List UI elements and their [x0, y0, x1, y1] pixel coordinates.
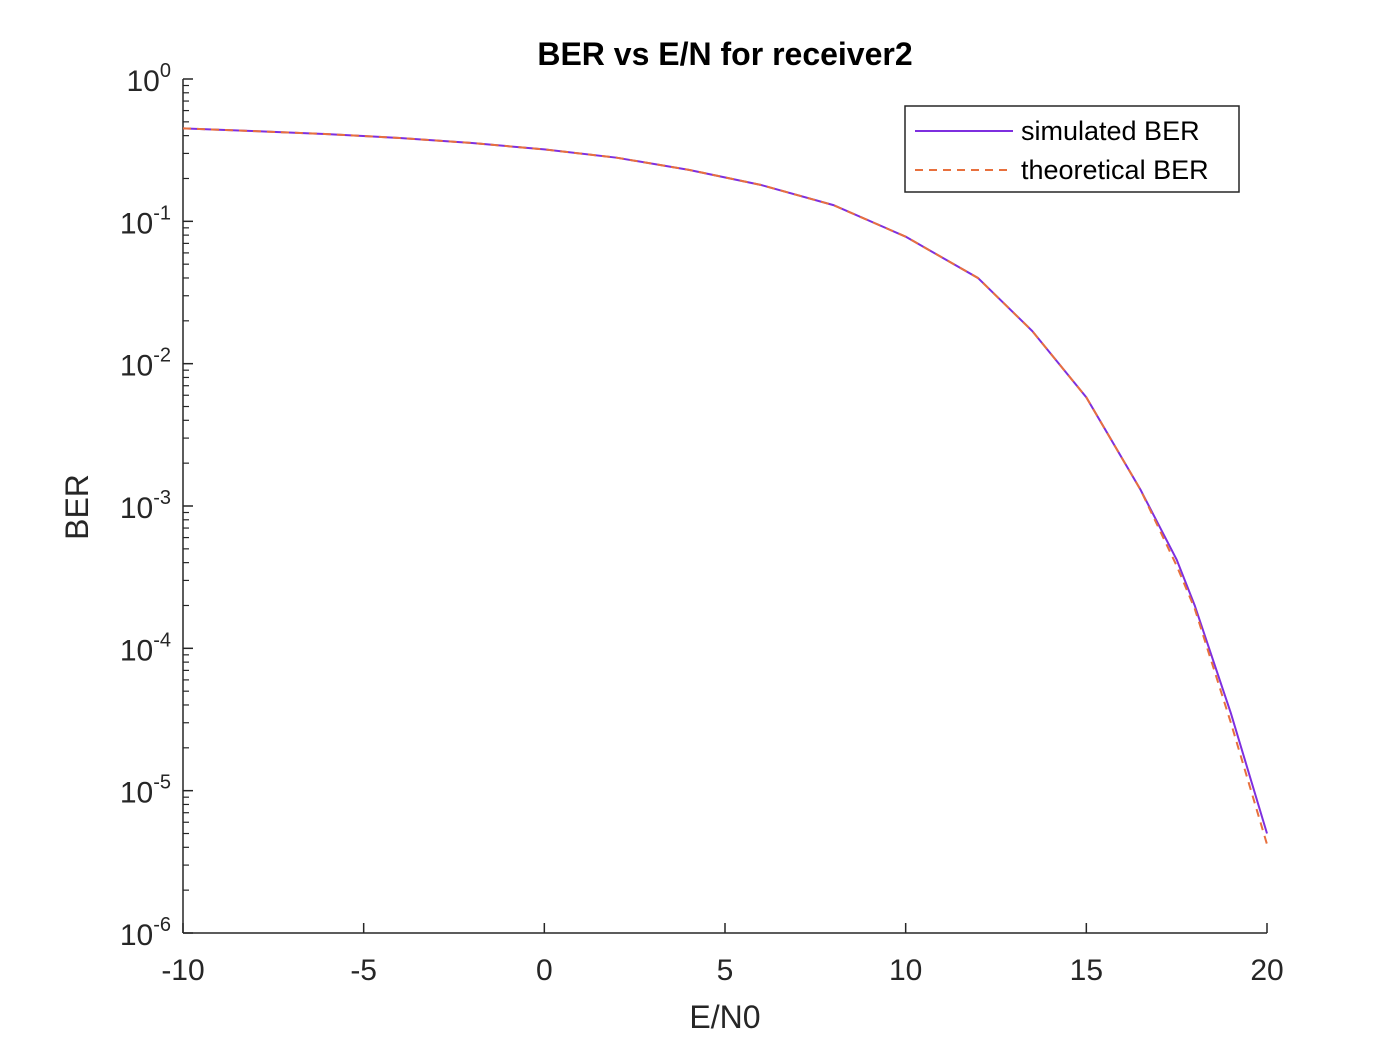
- x-tick-label: 5: [717, 954, 734, 987]
- x-tick-label: 10: [889, 954, 922, 987]
- y-tick-label: 10-3: [120, 487, 171, 525]
- x-tick-label: 0: [536, 954, 553, 987]
- y-tick-label: 10-1: [120, 202, 171, 240]
- y-tick-label: 10-4: [120, 629, 171, 667]
- chart-title: BER vs E/N for receiver2: [537, 36, 912, 72]
- x-axis-label: E/N0: [689, 999, 760, 1035]
- plot-area: -10 -5 0 5 10 15 20 100 10-1 10-2 10-3 10-4 10-5 10-6: [120, 60, 1284, 987]
- y-axis-label: BER: [59, 474, 95, 540]
- legend-box: [904, 105, 1240, 193]
- y-tick-label: 10-2: [120, 345, 171, 383]
- y-tick-label: 10-5: [120, 772, 171, 810]
- series-line-theoretical: [182, 127, 1268, 845]
- legend-entry-label: theoretical BER: [1021, 155, 1209, 185]
- legend: simulated BER theoretical BER: [904, 105, 1240, 193]
- x-tick-label: 15: [1070, 954, 1103, 987]
- x-tick-label: -5: [350, 954, 377, 987]
- y-tick-label: 10-6: [120, 914, 171, 952]
- x-tick-label: -10: [161, 954, 204, 987]
- y-tick-label: 100: [127, 60, 172, 98]
- x-tick-label: 20: [1250, 954, 1283, 987]
- legend-entry-label: simulated BER: [1021, 116, 1200, 146]
